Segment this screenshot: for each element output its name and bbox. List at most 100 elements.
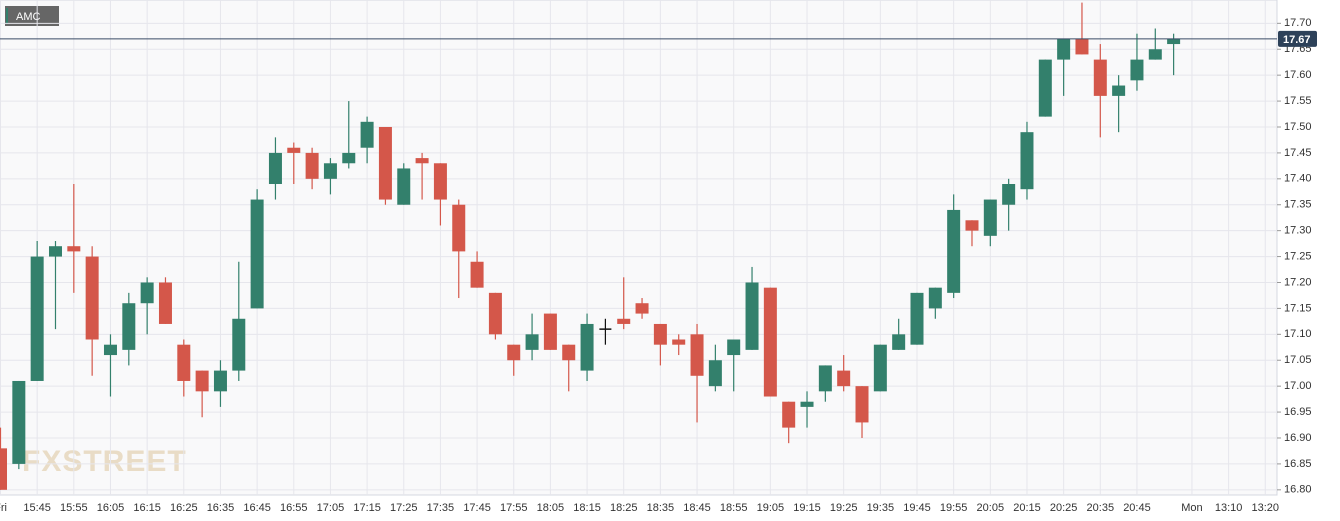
candle-body [1002, 184, 1016, 205]
x-tick-label: 19:05 [757, 502, 785, 514]
legend-label: AMC [16, 11, 41, 23]
candle-body [580, 323, 594, 371]
candle-body [177, 344, 191, 381]
y-tick-label: 17.30 [1284, 225, 1312, 237]
x-tick-label: 18:45 [683, 502, 711, 514]
y-tick-label: 16.80 [1284, 484, 1312, 496]
x-tick-label: 19:25 [830, 502, 858, 514]
candle-body [818, 365, 832, 392]
x-tick-label: 17:35 [427, 502, 455, 514]
y-tick-label: 17.25 [1284, 250, 1312, 262]
x-tick-label: 16:05 [97, 502, 125, 514]
candle-body [287, 147, 301, 153]
candle-body [672, 339, 686, 345]
x-tick-label: 17:55 [500, 502, 528, 514]
candle-body [122, 303, 136, 350]
candle-body [727, 339, 741, 356]
y-tick-label: 16.95 [1284, 406, 1312, 418]
candle-body [452, 204, 466, 252]
plot-area [0, 0, 1278, 496]
x-tick-label: 17:25 [390, 502, 418, 514]
x-tick-label: 16:25 [170, 502, 198, 514]
x-tick-label: 13:20 [1252, 502, 1280, 514]
x-tick-label: 15:45 [23, 502, 51, 514]
y-tick-label: 17.00 [1284, 380, 1312, 392]
x-tick-label: 20:05 [977, 502, 1005, 514]
candle-body [140, 282, 154, 304]
candle-body [1057, 38, 1071, 60]
x-tick-label: 17:05 [317, 502, 345, 514]
x-tick-label: 17:45 [463, 502, 491, 514]
x-tick-label: 18:05 [537, 502, 565, 514]
candle-body [983, 199, 997, 236]
candle-body [782, 401, 796, 428]
candle-body [1112, 85, 1126, 96]
candle-body [525, 334, 539, 350]
y-tick-label: 17.20 [1284, 276, 1312, 288]
candle-body [232, 318, 246, 371]
y-tick-label: 17.50 [1284, 121, 1312, 133]
candle-body [323, 163, 337, 179]
candle-body [378, 126, 392, 200]
candle-body [1148, 49, 1162, 60]
candle-body [617, 318, 631, 324]
legend: AMC [5, 6, 59, 26]
x-tick-label: 16:45 [243, 502, 271, 514]
watermark: FXSTREET [22, 445, 187, 478]
y-tick-label: 17.45 [1284, 147, 1312, 159]
candle-body [873, 344, 887, 392]
last-price-label: 17.67 [1283, 34, 1311, 46]
x-tick-label: 16:55 [280, 502, 308, 514]
y-tick-label: 17.40 [1284, 173, 1312, 185]
candle-body [397, 168, 411, 205]
x-tick-label: 18:55 [720, 502, 748, 514]
x-tick-label: Fri [0, 502, 7, 514]
y-tick-label: 17.55 [1284, 95, 1312, 107]
x-tick-label: 15:55 [60, 502, 88, 514]
candle-body [562, 344, 576, 361]
y-tick-label: 17.10 [1284, 328, 1312, 340]
y-tick-label: 17.60 [1284, 69, 1312, 81]
x-tick-label: 19:15 [793, 502, 821, 514]
x-tick-label: 18:15 [573, 502, 601, 514]
candle-body [708, 360, 722, 387]
candle-body [837, 370, 851, 387]
x-tick-label: 20:45 [1123, 502, 1151, 514]
candle-body [67, 246, 81, 252]
candle-body [30, 256, 44, 381]
x-tick-label: 19:55 [940, 502, 968, 514]
candle-body [690, 334, 704, 376]
candle-body [1075, 38, 1089, 55]
candle-body [543, 313, 557, 350]
candle-body [0, 448, 7, 490]
x-tick-label: 20:15 [1013, 502, 1041, 514]
x-tick-label: 20:35 [1087, 502, 1115, 514]
candle-body [892, 334, 906, 350]
candle-body [268, 152, 282, 185]
candle-body [433, 163, 447, 200]
candle-body [653, 323, 667, 345]
candle-body [48, 246, 62, 257]
x-tick-label: 16:35 [207, 502, 235, 514]
candle-body [1167, 38, 1181, 45]
x-tick-label: 17:15 [353, 502, 381, 514]
candle-body [103, 344, 117, 356]
candle-body [507, 344, 521, 361]
x-tick-label: 20:25 [1050, 502, 1078, 514]
y-tick-label: 16.85 [1284, 458, 1312, 470]
candle-body [488, 292, 502, 335]
y-tick-label: 17.35 [1284, 199, 1312, 211]
candle-body [342, 152, 356, 164]
y-tick-label: 16.90 [1284, 432, 1312, 444]
candle-body [305, 152, 319, 179]
candle-body [195, 370, 209, 392]
candle-body [85, 256, 99, 340]
x-tick-label: 18:25 [610, 502, 638, 514]
x-tick-label: 13:10 [1215, 502, 1243, 514]
legend-box [5, 6, 59, 26]
candle-body [763, 287, 777, 397]
candle-body [910, 292, 924, 345]
candle-body [947, 209, 961, 293]
x-tick-label: 16:15 [133, 502, 161, 514]
